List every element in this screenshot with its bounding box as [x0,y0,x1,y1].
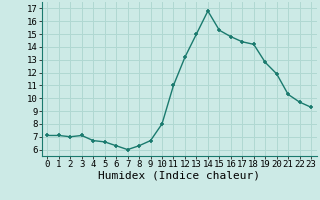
X-axis label: Humidex (Indice chaleur): Humidex (Indice chaleur) [98,171,260,181]
